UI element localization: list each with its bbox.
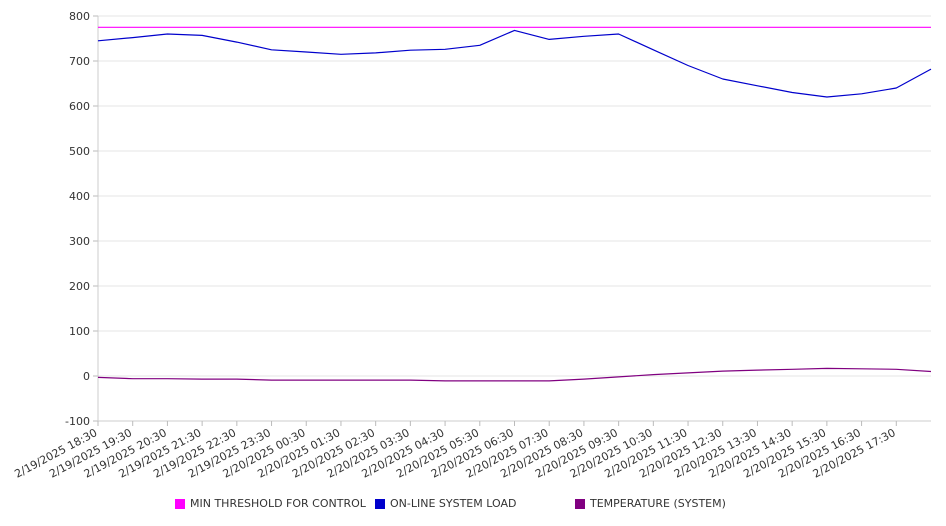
y-tick-label: 800 [69, 10, 90, 23]
x-axis-tick-labels: 2/19/2025 18:302/19/2025 19:302/19/2025 … [12, 426, 897, 480]
grid-lines [98, 15, 931, 422]
legend-item-temperature[interactable]: TEMPERATURE (SYSTEM) [575, 497, 726, 510]
legend-label-min-threshold: MIN THRESHOLD FOR CONTROL [190, 497, 366, 510]
y-tick-label: 400 [69, 190, 90, 203]
y-axis-tick-labels: -100 0 100 200 300 400 500 600 700 800 [65, 10, 90, 428]
y-tick-label: -100 [65, 415, 90, 428]
y-tick-label: 700 [69, 55, 90, 68]
legend: MIN THRESHOLD FOR CONTROL ON-LINE SYSTEM… [0, 497, 946, 515]
legend-item-min-threshold[interactable]: MIN THRESHOLD FOR CONTROL [175, 497, 366, 510]
y-tick-label: 200 [69, 280, 90, 293]
y-tick-label: 100 [69, 325, 90, 338]
axes [93, 15, 931, 426]
legend-swatch-min-threshold [175, 498, 185, 509]
legend-swatch-temperature [575, 498, 585, 509]
legend-label-temperature: TEMPERATURE (SYSTEM) [590, 497, 726, 510]
y-tick-label: 500 [69, 145, 90, 158]
y-tick-label: 300 [69, 235, 90, 248]
y-tick-label: 600 [69, 100, 90, 113]
plot-area [97, 26, 932, 382]
legend-swatch-system-load [375, 498, 385, 509]
y-tick-label: 0 [83, 370, 90, 383]
series-line-temperature-system [97, 367, 932, 382]
series-line-on-line-system-load [97, 29, 932, 98]
legend-label-system-load: ON-LINE SYSTEM LOAD [390, 497, 517, 510]
legend-item-system-load[interactable]: ON-LINE SYSTEM LOAD [375, 497, 516, 510]
